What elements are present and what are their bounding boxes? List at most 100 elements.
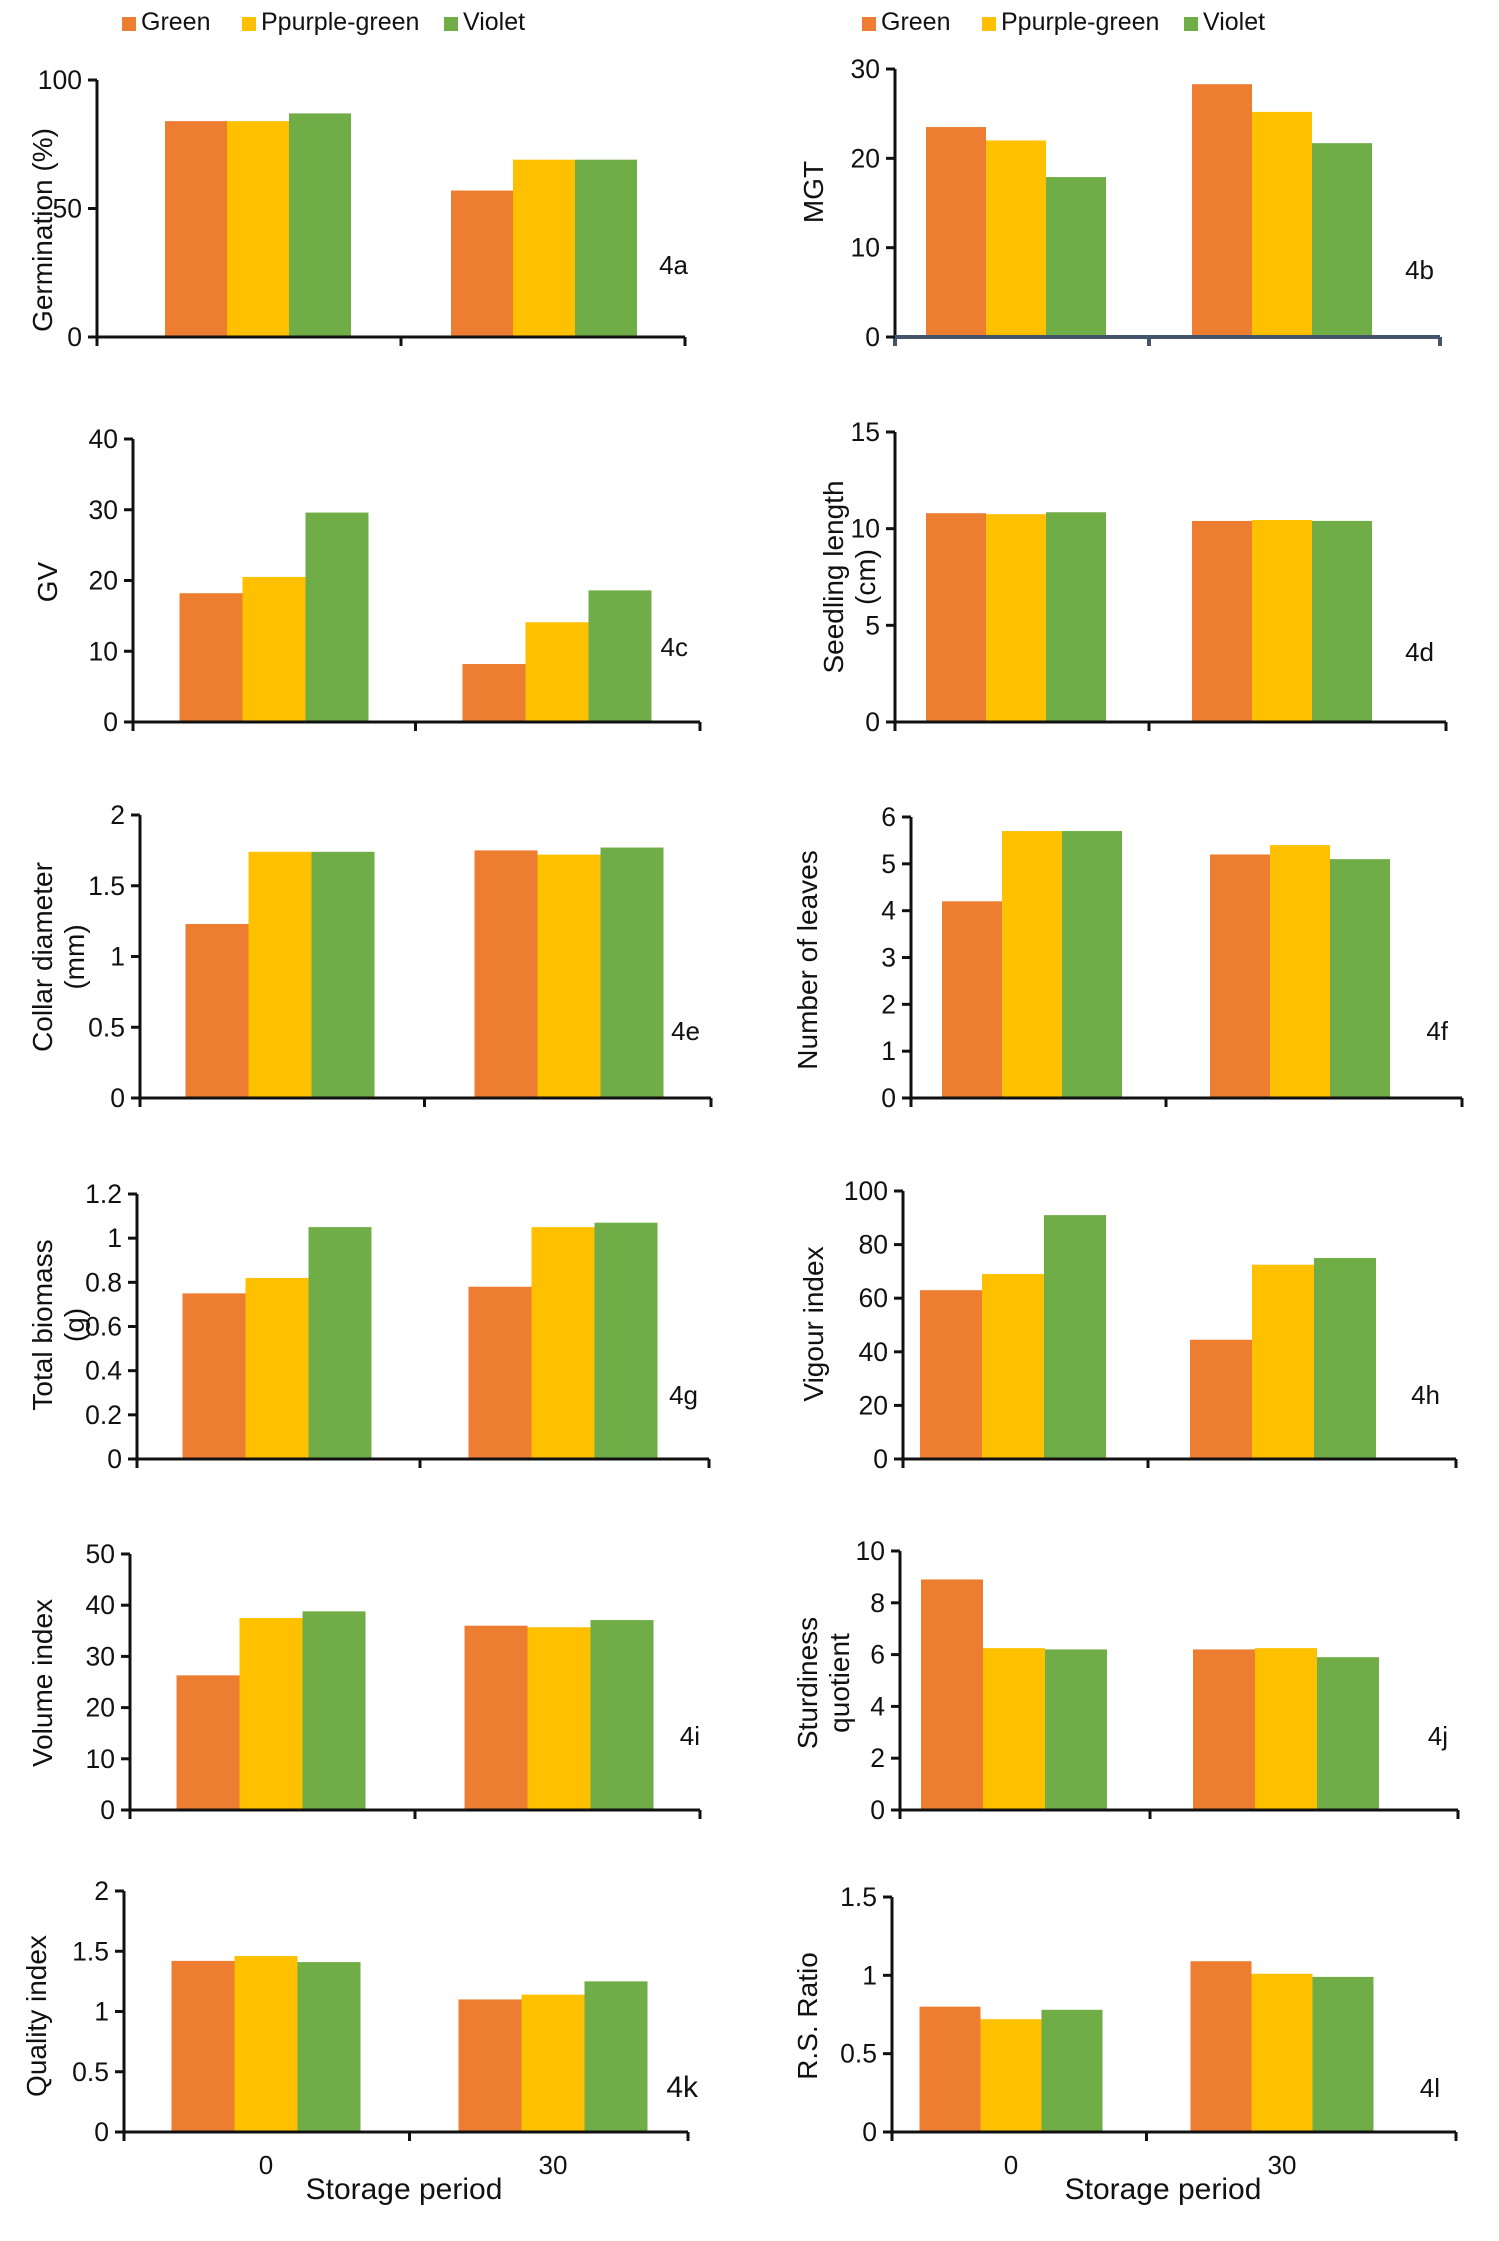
panel-label: 4j	[1428, 1721, 1448, 1751]
y-tick-label: 3	[881, 943, 896, 973]
y-tick-label: 50	[86, 1539, 116, 1569]
y-tick-label: 0	[865, 707, 880, 737]
legend-right: Green Ppurple-green Violet	[862, 8, 1265, 36]
chart-panel-4j: 0 2 4 6 8 10 Sturdinessquotient 4j	[792, 1536, 1460, 1825]
y-tick-label: 0.4	[85, 1356, 122, 1386]
bar	[234, 1956, 298, 2132]
panel-label: 4f	[1426, 1016, 1448, 1046]
y-tick-label: 15	[851, 417, 881, 447]
y-tick-label: 10	[851, 233, 881, 263]
bar	[1312, 520, 1372, 722]
bar	[590, 1620, 654, 1810]
bar	[176, 1675, 240, 1810]
bar	[185, 923, 249, 1098]
bar	[308, 1227, 372, 1459]
bar	[980, 2019, 1042, 2132]
y-tick-label: 20	[86, 1693, 116, 1723]
bar	[926, 513, 986, 722]
y-tick-label: 0	[100, 1795, 115, 1825]
y-tick-label: 10	[86, 1744, 116, 1774]
y-tick-label: 0	[67, 322, 82, 352]
chart-panel-4h: 0 20 40 60 80 100 Vigour index 4h	[798, 1176, 1458, 1474]
y-tick-label: 0.5	[72, 2057, 109, 2087]
legend-label: Ppurple-green	[261, 8, 419, 36]
bar	[1317, 1657, 1379, 1810]
bar	[525, 622, 589, 722]
bar	[297, 1962, 361, 2132]
legend-swatch	[982, 17, 996, 31]
bar	[594, 1222, 658, 1459]
bar	[919, 2006, 981, 2132]
legend-swatch	[444, 17, 458, 31]
bar	[1252, 1264, 1314, 1459]
legend-label: Ppurple-green	[1001, 8, 1159, 36]
y-axis-label: GV	[32, 561, 63, 602]
y-tick-label: 1.5	[840, 1882, 877, 1912]
y-tick-label: 0	[107, 1444, 122, 1474]
chart-panel-4b: 0 10 20 30 MGT 4b	[798, 54, 1442, 352]
y-tick-label: 10	[851, 514, 881, 544]
legend-label: Violet	[1203, 8, 1265, 36]
legend-label: Violet	[463, 8, 525, 36]
y-tick-label: 0	[94, 2117, 109, 2147]
y-tick-label: 10	[89, 636, 119, 666]
y-tick-label: 80	[859, 1230, 889, 1260]
y-tick-label: 0.2	[85, 1400, 122, 1430]
bar	[1255, 1648, 1317, 1810]
bar	[242, 576, 306, 722]
panel-label: 4l	[1420, 2073, 1440, 2103]
bar	[1002, 831, 1062, 1098]
y-axis-label: Germination (%)	[27, 128, 58, 332]
panel-label: 4g	[669, 1380, 698, 1410]
x-axis-title-left: Storage period	[306, 2173, 503, 2206]
bar	[165, 121, 227, 338]
y-tick-label: 1	[881, 1036, 896, 1066]
bar	[1046, 512, 1106, 722]
y-axis-label: Vigour index	[798, 1246, 829, 1401]
y-tick-label: 1	[110, 942, 125, 972]
legend-swatch	[242, 17, 256, 31]
bar	[1252, 111, 1312, 337]
y-axis-label: Total biomass(g)	[27, 1239, 90, 1410]
x-tick-label: 0	[259, 2150, 273, 2180]
bar	[182, 1293, 246, 1459]
y-axis-label: Collar diameter(mm)	[27, 862, 90, 1052]
bar	[983, 1648, 1045, 1810]
chart-panel-4i: 0 10 20 30 40 50 Volume index 4i	[27, 1539, 702, 1825]
panel-label: 4c	[661, 632, 688, 662]
y-tick-label: 0	[873, 1444, 888, 1474]
y-tick-label: 0	[862, 2117, 877, 2147]
bar	[248, 851, 312, 1098]
y-axis-label: Quality index	[21, 1935, 52, 2097]
bar	[468, 1286, 532, 1459]
y-tick-label: 4	[870, 1691, 885, 1721]
x-tick-label: 30	[539, 2150, 568, 2180]
bar	[1062, 831, 1122, 1098]
panel-label: 4e	[671, 1016, 700, 1046]
chart-panel-4a: 0 50 100 Germination (%) 4a	[27, 65, 689, 352]
y-tick-label: 100	[844, 1176, 888, 1206]
bar	[1251, 1973, 1313, 2132]
y-tick-label: 6	[870, 1640, 885, 1670]
panel-label: 4d	[1405, 637, 1434, 667]
bar	[600, 847, 664, 1098]
bar	[1193, 1649, 1255, 1810]
bar	[1041, 2009, 1103, 2132]
y-tick-label: 20	[851, 143, 881, 173]
y-tick-label: 100	[38, 65, 82, 95]
bar	[1045, 1649, 1107, 1810]
bar	[1312, 143, 1372, 337]
bar	[171, 1960, 235, 2132]
y-tick-label: 2	[870, 1743, 885, 1773]
y-tick-label: 6	[881, 802, 896, 832]
chart-panel-4c: 0 10 20 30 40 GV 4c	[32, 424, 702, 737]
bar	[513, 159, 575, 337]
bar	[1210, 854, 1270, 1098]
x-tick-label: 30	[1268, 2150, 1297, 2180]
x-axis-title-right: Storage period	[1065, 2173, 1262, 2206]
y-tick-label: 0	[110, 1083, 125, 1113]
bar	[305, 512, 369, 722]
y-tick-label: 4	[881, 896, 896, 926]
bar	[588, 590, 652, 722]
